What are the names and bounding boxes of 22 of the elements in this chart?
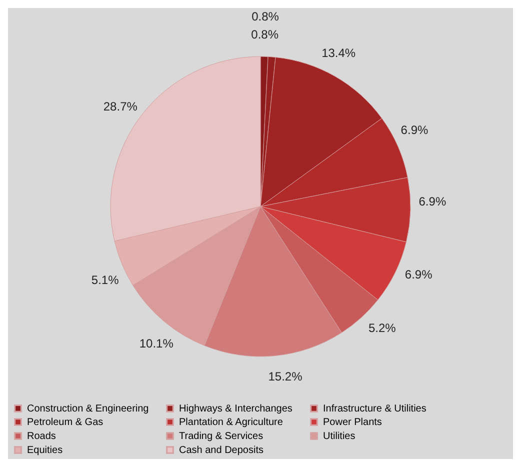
- data-label: 15.2%: [268, 370, 303, 384]
- legend-label: Power Plants: [323, 417, 382, 428]
- data-label: 6.9%: [400, 122, 428, 137]
- legend-label: Plantation & Agriculture: [179, 417, 284, 428]
- data-label: 5.2%: [368, 321, 396, 336]
- data-label: 0.8%: [252, 10, 280, 24]
- legend-label: Utilities: [323, 431, 356, 442]
- data-label: 6.9%: [404, 267, 433, 282]
- legend-label: Infrastructure & Utilities: [323, 403, 426, 414]
- legend-label: Equities: [27, 445, 63, 456]
- data-label: 28.7%: [103, 100, 138, 114]
- data-label: 10.1%: [139, 336, 174, 350]
- legend-label: Construction & Engineering: [27, 403, 149, 414]
- data-label: 5.1%: [91, 273, 120, 288]
- data-label: 0.8%: [251, 28, 279, 42]
- legend-label: Roads: [27, 431, 56, 442]
- data-label: 13.4%: [322, 46, 356, 60]
- legend-label: Petroleum & Gas: [27, 417, 104, 428]
- legend-label: Highways & Interchanges: [179, 403, 292, 414]
- data-label: 6.9%: [418, 194, 446, 209]
- legend-label: Trading & Services: [179, 431, 264, 442]
- legend-label: Cash and Deposits: [179, 445, 264, 456]
